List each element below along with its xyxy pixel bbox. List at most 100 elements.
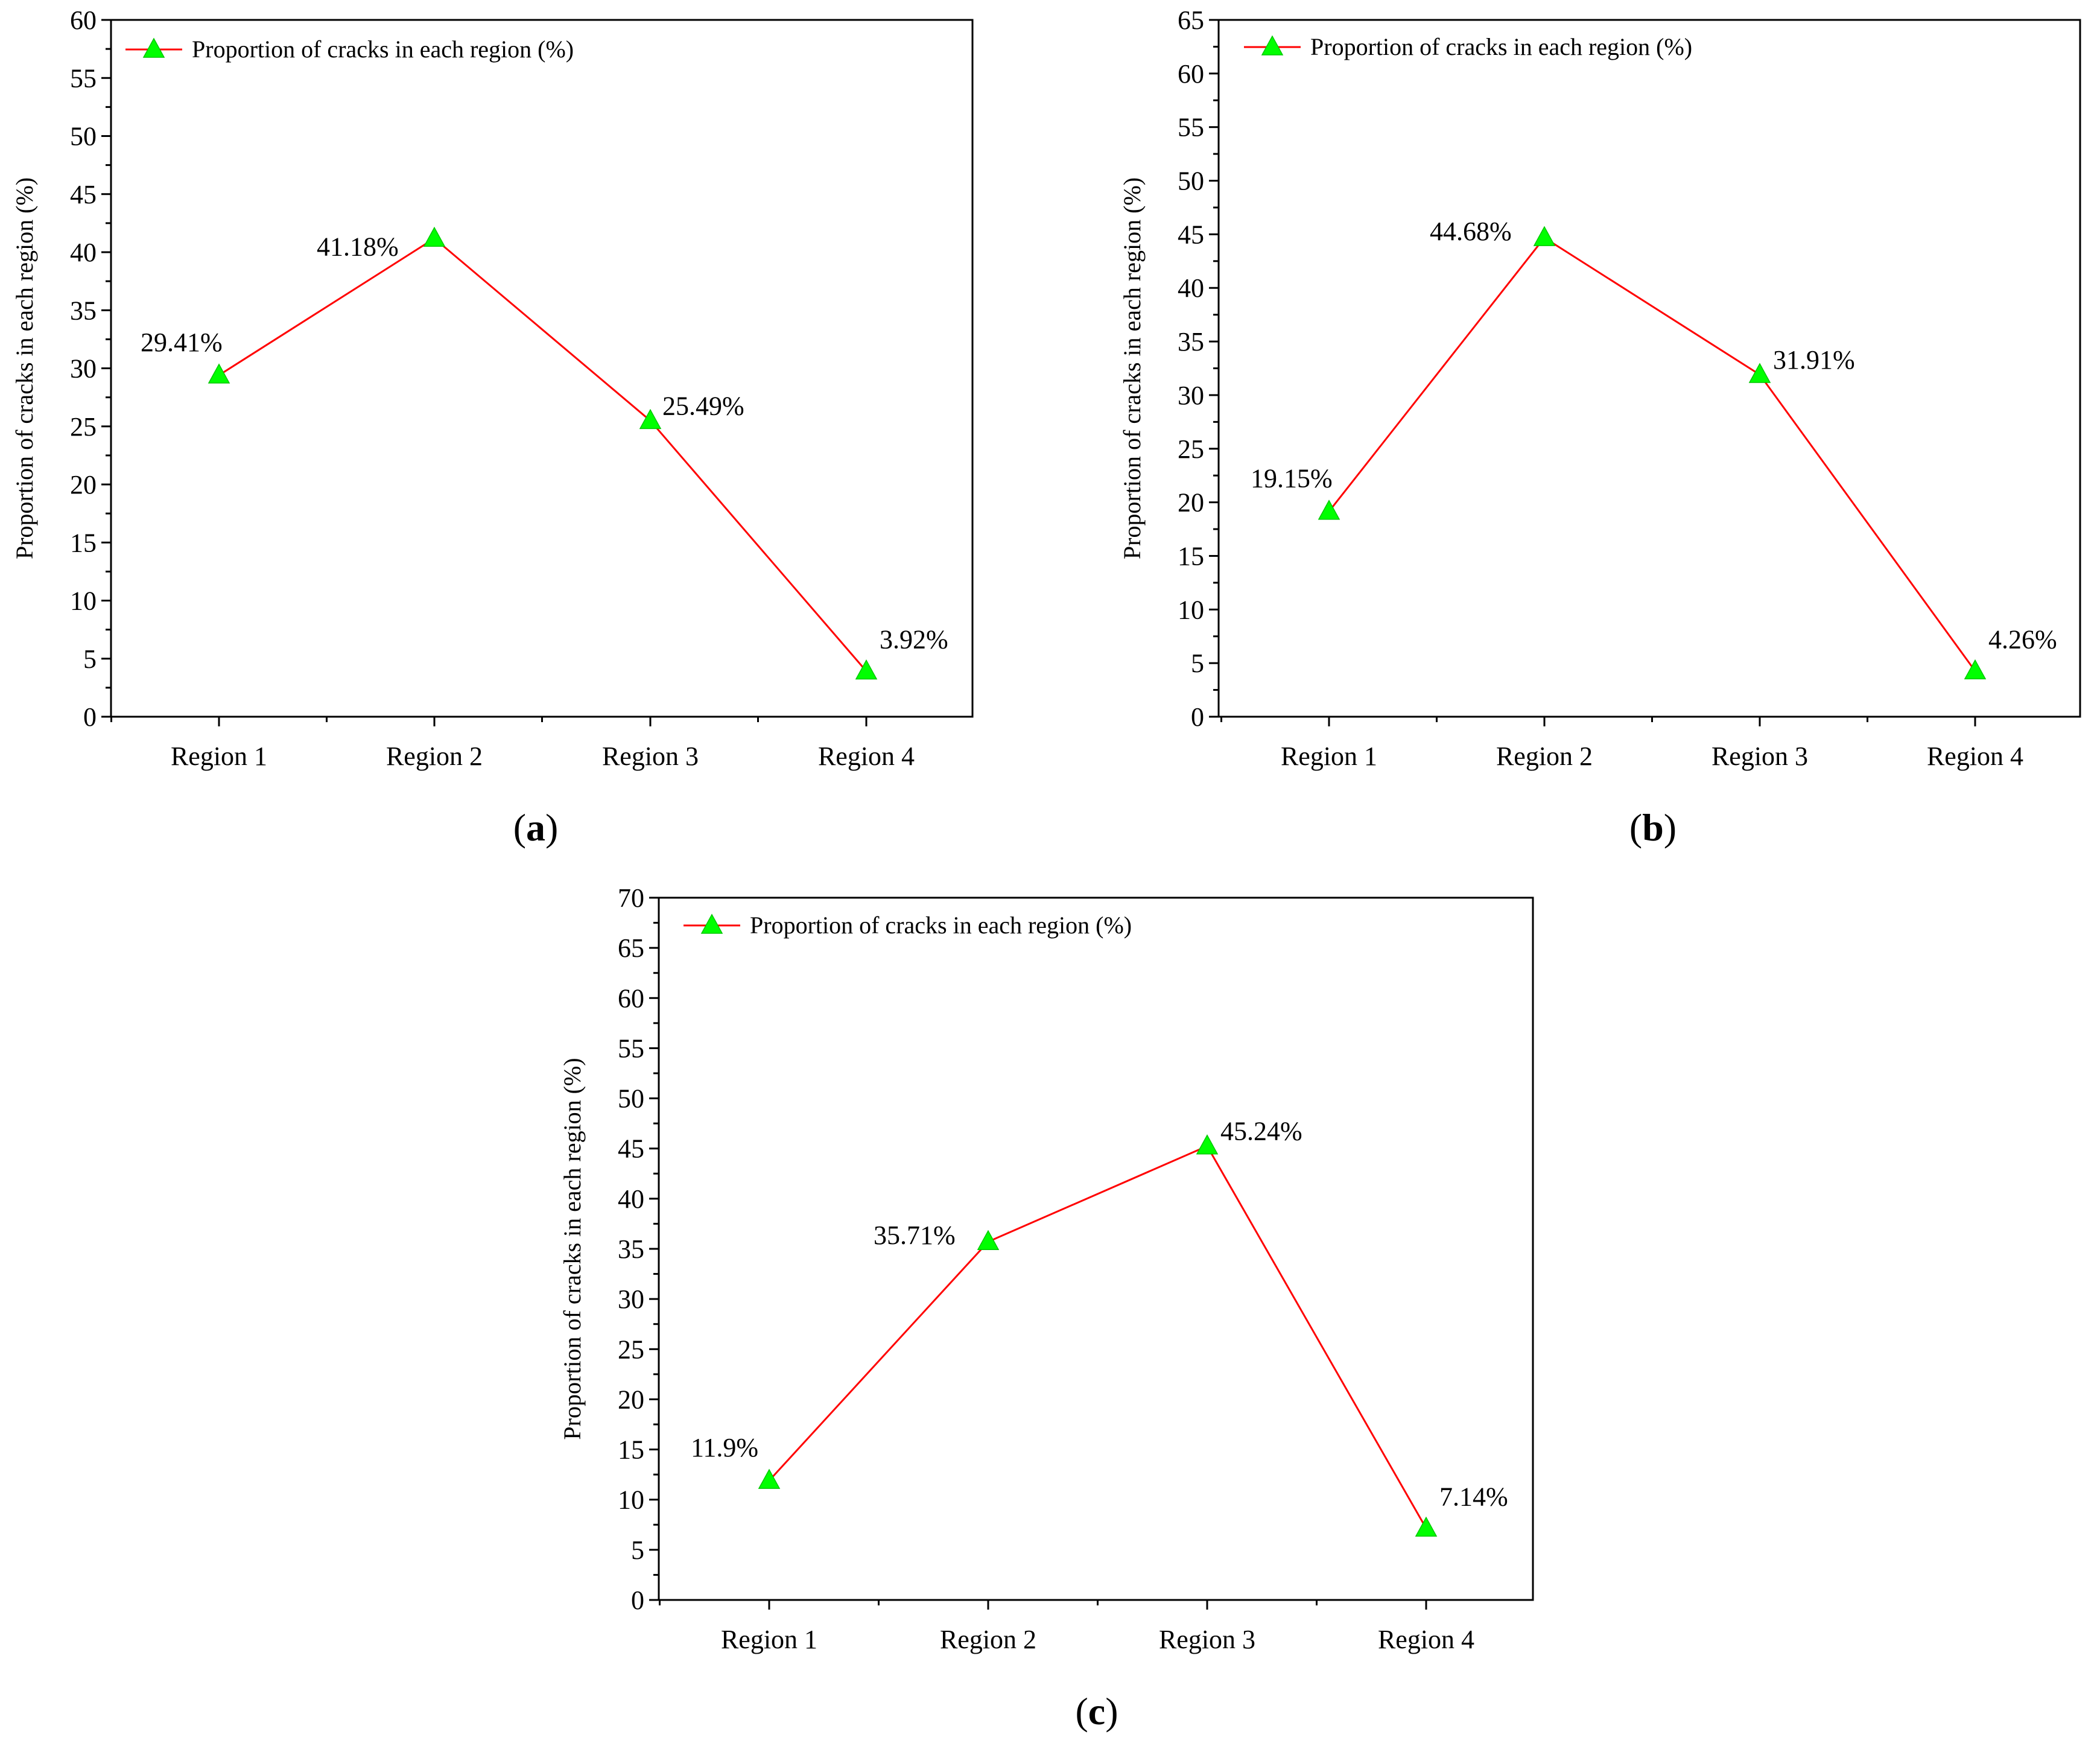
y-tick-label: 45	[618, 1134, 644, 1164]
y-tick-label: 65	[1178, 5, 1204, 35]
legend-marker	[142, 37, 165, 58]
data-point-marker	[1318, 500, 1340, 520]
y-tick-label: 15	[618, 1435, 644, 1465]
y-tick-label: 30	[1178, 381, 1204, 410]
series-line	[768, 1144, 1427, 1529]
y-tick-label: 45	[70, 180, 97, 209]
y-tick-label: 30	[618, 1284, 644, 1314]
y-tick-label: 0	[83, 702, 97, 732]
plot-frame	[658, 897, 1534, 1601]
x-tick-label: Region 1	[721, 1625, 817, 1654]
legend-label: Proportion of cracks in each region (%)	[750, 912, 1132, 939]
y-tick-label: 55	[618, 1033, 644, 1063]
data-point-marker	[855, 659, 878, 680]
y-axis-title: Proportion of cracks in each region (%)	[559, 1058, 586, 1439]
y-tick-label: 55	[1178, 113, 1204, 142]
x-tick-label: Region 4	[818, 741, 915, 771]
y-tick-label: 35	[70, 296, 97, 325]
y-tick-label: 35	[618, 1234, 644, 1264]
data-label: 19.15%	[1251, 464, 1333, 493]
y-tick-label: 40	[618, 1184, 644, 1214]
panel-label-c: (c)	[1075, 1690, 1118, 1733]
y-tick-label: 50	[618, 1084, 644, 1114]
data-label: 41.18%	[317, 232, 399, 261]
chart-a: 0 5 10 15 20 25 30 35 40 45 50 55 60 Region 1 Region 2…	[11, 5, 974, 771]
x-tick-label: Region 3	[1159, 1625, 1255, 1654]
y-tick-label: 15	[1178, 541, 1204, 571]
y-tick-label: 50	[1178, 167, 1204, 196]
y-tick-label: 60	[1178, 59, 1204, 89]
y-tick-label: 15	[70, 528, 97, 557]
data-label: 29.41%	[141, 328, 223, 357]
y-tick-label: 20	[618, 1385, 644, 1414]
y-tick-label: 0	[1191, 702, 1204, 732]
y-tick-label: 25	[70, 412, 97, 442]
data-point-marker	[758, 1468, 781, 1489]
series-line	[218, 237, 868, 672]
data-point-marker	[977, 1230, 1000, 1250]
legend-label: Proportion of cracks in each region (%)	[1310, 33, 1692, 60]
y-tick-label: 65	[618, 933, 644, 963]
y-tick-label: 70	[618, 883, 644, 913]
data-point-marker	[423, 226, 446, 247]
x-tick-label: Region 1	[1281, 741, 1377, 771]
data-label: 7.14%	[1439, 1482, 1508, 1511]
data-label: 35.71%	[874, 1220, 956, 1250]
data-point-marker	[1964, 659, 1987, 680]
x-tick-label: Region 2	[940, 1625, 1036, 1654]
y-tick-label: 5	[631, 1535, 644, 1565]
data-label: 25.49%	[662, 391, 744, 421]
data-point-marker	[1533, 226, 1556, 246]
y-tick-label: 30	[70, 354, 97, 384]
y-tick-label: 20	[1178, 488, 1204, 518]
panel-label-a: (a)	[513, 806, 559, 849]
plot-frame	[1217, 19, 2081, 718]
chart-c: 0 5 10 15 20 25 30 35 40 45 50 55 60 65 70 Region 1 Regi…	[559, 883, 1534, 1654]
data-point-marker	[1415, 1516, 1438, 1537]
x-tick-label: Region 4	[1927, 741, 2023, 771]
x-tick-label: Region 2	[386, 741, 483, 771]
plot-frame	[110, 19, 974, 718]
series-line	[1328, 236, 1976, 672]
chart-b: 0 5 10 15 20 25 30 35 40 45 50 55 60 65 Region 1 Region…	[1118, 5, 2081, 771]
legend-marker	[1261, 35, 1284, 56]
y-axis-title: Proportion of cracks in each region (%)	[11, 177, 38, 559]
x-tick-label: Region 1	[171, 741, 267, 771]
data-label: 31.91%	[1773, 345, 1855, 375]
data-label: 4.26%	[1988, 624, 2057, 654]
panel-label-b: (b)	[1629, 806, 1677, 849]
legend-marker	[700, 913, 723, 934]
y-tick-label: 5	[1191, 649, 1204, 678]
y-tick-label: 25	[1178, 434, 1204, 464]
y-tick-label: 55	[70, 63, 97, 93]
y-tick-label: 35	[1178, 327, 1204, 357]
x-tick-label: Region 3	[602, 741, 699, 771]
y-tick-label: 10	[1178, 595, 1204, 624]
data-label: 3.92%	[880, 625, 948, 655]
y-tick-label: 25	[618, 1334, 644, 1364]
y-tick-label: 40	[1178, 273, 1204, 303]
data-point-marker	[639, 408, 662, 430]
y-tick-label: 60	[70, 5, 97, 35]
y-tick-label: 45	[1178, 220, 1204, 249]
data-label: 44.68%	[1430, 217, 1512, 246]
y-axis-title: Proportion of cracks in each region (%)	[1118, 177, 1146, 559]
y-tick-label: 20	[70, 470, 97, 500]
y-tick-label: 5	[83, 644, 97, 674]
y-tick-label: 40	[70, 238, 97, 267]
x-tick-label: Region 2	[1496, 741, 1593, 771]
data-point-marker	[1196, 1134, 1219, 1155]
data-point-marker	[208, 363, 230, 384]
x-tick-label: Region 3	[1711, 741, 1808, 771]
y-tick-label: 0	[631, 1585, 644, 1615]
y-tick-label: 60	[618, 983, 644, 1013]
data-label: 11.9%	[691, 1433, 758, 1462]
y-tick-label: 10	[70, 586, 97, 616]
data-point-marker	[1748, 363, 1771, 383]
y-tick-label: 10	[618, 1485, 644, 1515]
x-tick-label: Region 4	[1378, 1625, 1474, 1654]
legend-label: Proportion of cracks in each region (%)	[192, 36, 574, 63]
data-label: 45.24%	[1220, 1117, 1302, 1146]
y-tick-label: 50	[70, 122, 97, 151]
